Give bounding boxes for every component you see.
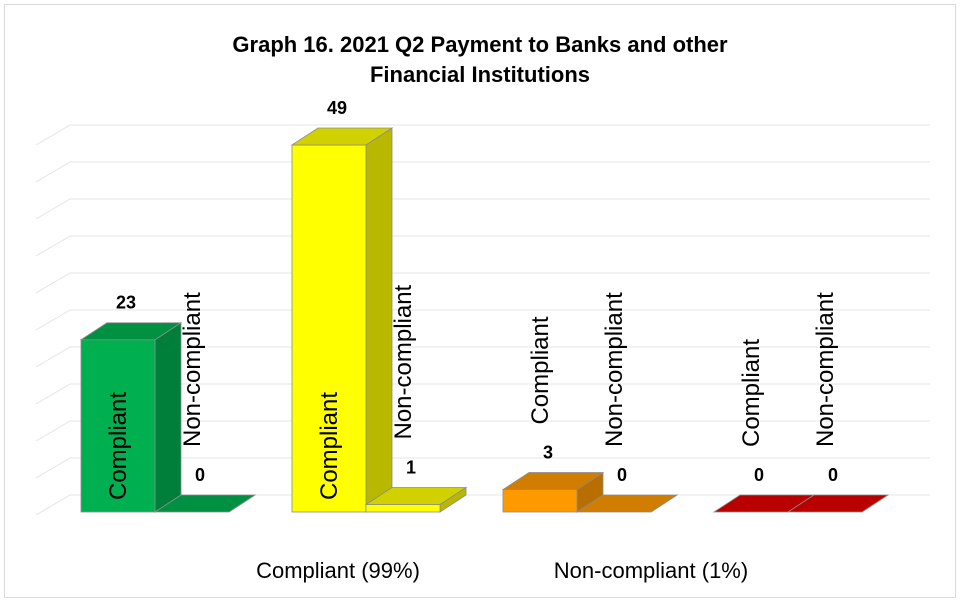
bar-front [291,144,367,513]
bar-front [502,489,578,513]
bar-side [154,321,182,513]
bar-side [365,127,393,513]
bar-2-0 [501,471,605,513]
bar-top [501,472,605,490]
value-label: 0 [828,465,838,485]
gridline-diagonal [35,494,71,516]
labels-layer: 23 Compliant 0 Non-compliant 49 Compliant 1 Non… [105,98,839,500]
bar-label: Compliant [316,392,343,500]
bar-top [79,322,183,341]
value-label: 3 [543,443,553,463]
bar-2-1 [575,494,679,513]
gridline-diagonal [35,124,71,146]
bar-top [364,487,468,505]
category-label-noncompliant: Non-compliant (1%) [554,558,748,583]
bar-label: Compliant [527,316,554,424]
bar-top [290,127,394,146]
bar-0-0 [79,321,183,513]
bar-top [575,494,679,513]
bar-label: Non-compliant [390,284,417,439]
bar-label: Non-compliant [812,292,839,447]
value-label: 0 [195,465,205,485]
value-label: 1 [406,458,416,478]
gridline-diagonal [35,309,71,331]
value-label: 0 [617,465,627,485]
bar-label: Non-compliant [179,292,206,447]
bar-label: Non-compliant [601,292,628,447]
gridline-diagonal [35,161,71,183]
gridline-diagonal [35,346,71,368]
gridline-diagonal [35,235,71,257]
gridline-diagonal [35,272,71,294]
bar-1-1 [364,486,468,513]
value-label: 23 [116,293,136,313]
gridline-diagonal [35,420,71,442]
category-label-compliant: Compliant (99%) [256,558,420,583]
gridline-diagonal [35,457,71,479]
bar-3-1 [786,494,890,513]
bar-1-0 [290,127,394,513]
bar-top [786,494,890,513]
bar-0-1 [153,494,257,513]
chart-title-line-2: Financial Institutions [370,62,590,87]
value-label: 49 [327,98,347,118]
gridline-diagonal [35,198,71,220]
chart-title-line-1: Graph 16. 2021 Q2 Payment to Banks and o… [232,32,728,57]
value-label: 0 [754,465,764,485]
bar-label: Compliant [738,339,765,447]
bar-front [80,339,156,513]
bar-label: Compliant [105,392,132,500]
gridline-diagonal [35,383,71,405]
bar-top [153,494,257,513]
bar-front [365,504,441,513]
bars-layer [79,127,890,513]
